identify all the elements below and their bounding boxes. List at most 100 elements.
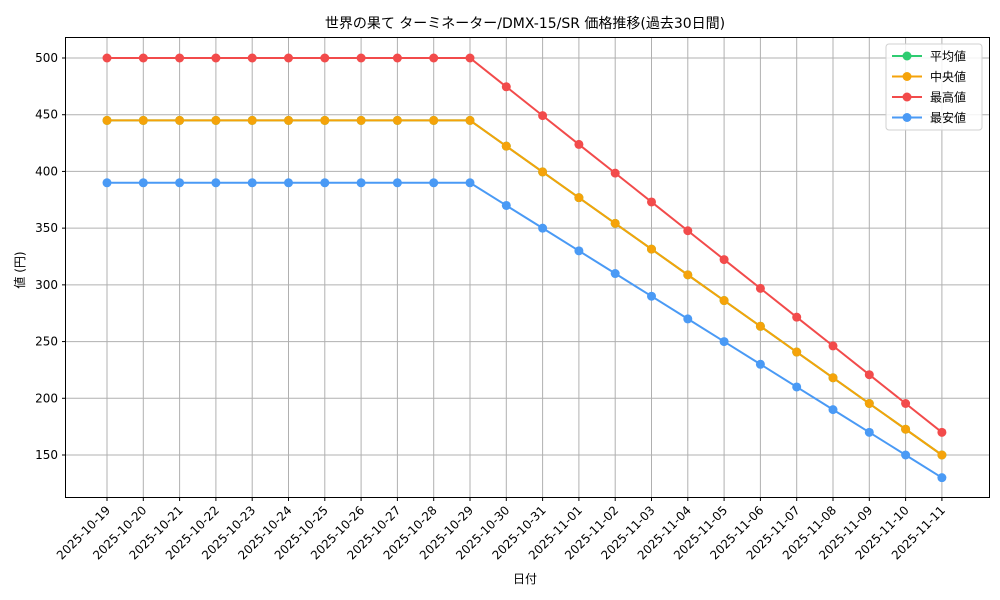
data-point (392, 115, 402, 125)
y-axis-label: 値 (円) (12, 251, 27, 288)
data-point (211, 53, 221, 63)
legend-label: 平均値 (930, 49, 966, 64)
data-point (320, 115, 330, 125)
data-point (501, 141, 511, 151)
legend-item: 平均値 (892, 49, 966, 64)
data-point (683, 270, 693, 280)
data-point (610, 218, 620, 228)
data-point (247, 178, 257, 188)
legend-label: 最安値 (930, 110, 966, 125)
data-point (465, 178, 475, 188)
data-point (211, 115, 221, 125)
data-point (610, 168, 620, 178)
data-point (647, 291, 656, 301)
data-point (284, 115, 293, 125)
data-point (538, 223, 548, 233)
data-point (647, 244, 656, 254)
y-tick-label: 450 (35, 108, 58, 122)
y-tick-label: 350 (35, 221, 58, 235)
data-point (320, 178, 330, 188)
data-point (501, 82, 511, 92)
data-point (683, 226, 693, 236)
y-tick-label: 500 (35, 51, 58, 65)
legend-item: 最安値 (892, 110, 966, 125)
data-point (356, 178, 366, 188)
data-point (683, 314, 693, 324)
x-axis-label: 日付 (513, 572, 537, 586)
x-axis-ticks: 2025-10-192025-10-202025-10-212025-10-22… (54, 497, 948, 562)
data-point (429, 53, 439, 63)
legend-label: 最高値 (930, 90, 966, 105)
y-tick-label: 200 (35, 391, 58, 405)
data-point (864, 370, 874, 380)
y-tick-label: 150 (35, 448, 58, 462)
legend-marker-icon (902, 51, 912, 61)
data-point (175, 53, 185, 63)
legend-marker-icon (902, 113, 912, 122)
data-point (792, 382, 802, 392)
data-point (828, 341, 838, 351)
data-point (901, 424, 911, 434)
data-point (247, 115, 257, 125)
data-point (647, 197, 656, 207)
plot-area-frame (65, 37, 990, 498)
data-point (284, 178, 293, 188)
data-point (392, 178, 402, 188)
data-point (538, 167, 548, 177)
data-point (864, 399, 874, 409)
data-point (247, 53, 257, 63)
data-point (574, 193, 584, 203)
data-point (755, 321, 765, 331)
data-point (719, 337, 729, 347)
data-point (828, 373, 838, 383)
data-point (175, 115, 185, 125)
data-series (102, 53, 947, 483)
data-point (429, 115, 439, 125)
data-point (138, 53, 148, 63)
data-point (719, 255, 729, 265)
data-point (429, 178, 439, 188)
data-point (501, 200, 511, 210)
data-point (574, 139, 584, 149)
data-point (792, 312, 802, 322)
data-point (211, 178, 221, 188)
legend-item: 中央値 (892, 69, 966, 84)
legend-marker-icon (902, 72, 912, 81)
legend-label: 中央値 (930, 69, 966, 84)
legend-box (885, 43, 983, 131)
series-line (102, 115, 947, 460)
data-point (356, 115, 366, 125)
chart-title: 世界の果て ターミネーター/DMX-15/SR 価格推移(過去30日間) (325, 16, 725, 32)
y-tick-label: 250 (35, 335, 58, 349)
data-point (901, 399, 911, 409)
grid-lines (66, 38, 989, 497)
series-line (102, 115, 947, 460)
data-point (465, 53, 475, 63)
data-point (901, 450, 911, 460)
data-point (937, 427, 947, 437)
legend-item: 最高値 (892, 90, 966, 105)
data-point (755, 283, 765, 293)
data-point (392, 53, 402, 63)
data-point (937, 450, 947, 460)
data-point (320, 53, 330, 63)
data-point (465, 115, 475, 125)
series-line (102, 178, 947, 483)
data-point (937, 473, 947, 483)
data-point (864, 427, 874, 437)
legend-marker-icon (902, 92, 912, 102)
y-tick-label: 300 (35, 278, 58, 292)
data-point (755, 359, 765, 369)
data-point (102, 53, 112, 63)
data-point (138, 178, 148, 188)
data-point (792, 347, 802, 357)
y-axis-ticks: 150 200 250 300 350 400 450 500 (35, 51, 66, 462)
data-point (284, 53, 293, 63)
data-point (719, 296, 729, 306)
data-point (102, 178, 112, 188)
data-point (538, 111, 548, 121)
data-point (356, 53, 366, 63)
data-point (828, 405, 838, 415)
